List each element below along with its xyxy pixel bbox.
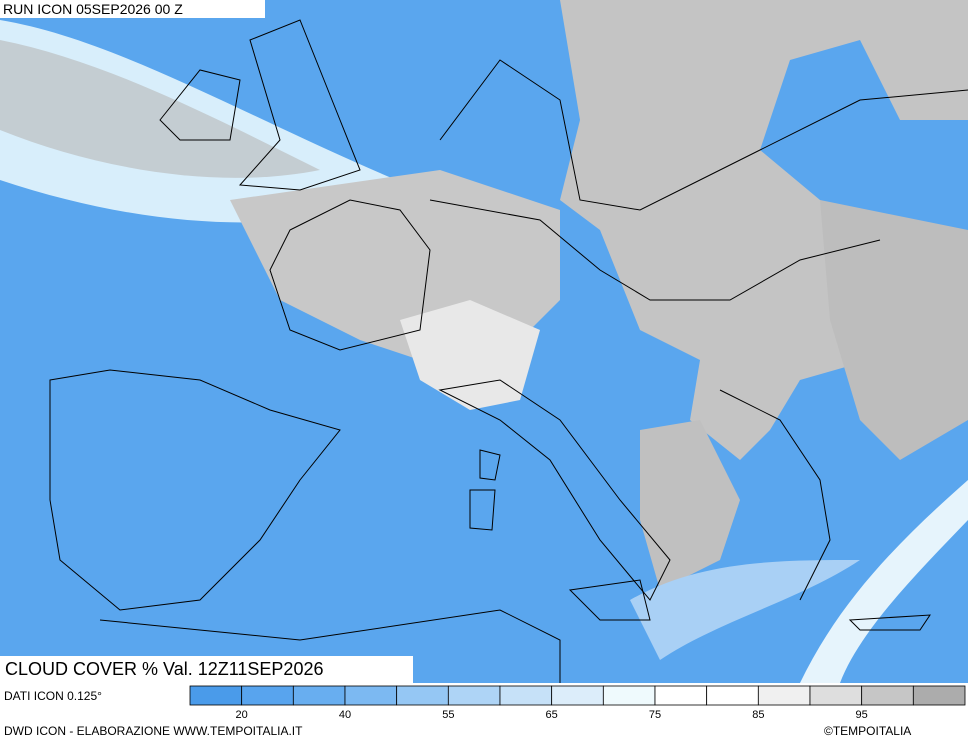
legend-label: 40 <box>339 709 351 721</box>
legend-swatch <box>809 685 863 706</box>
legend-label: 85 <box>752 709 764 721</box>
cloud-area <box>330 0 968 460</box>
legend-swatch <box>757 685 811 706</box>
cloud-area <box>640 420 740 590</box>
legend-swatch <box>396 685 449 706</box>
legend-swatch <box>344 685 398 706</box>
legend-label: 65 <box>546 709 558 721</box>
legend-swatch <box>912 685 966 706</box>
legend-swatch <box>292 685 346 706</box>
legend-swatch <box>189 685 243 706</box>
coastlines <box>49 19 968 683</box>
legend-label: 55 <box>442 709 454 721</box>
cloud-area <box>400 300 540 410</box>
credit: DWD ICON - ELABORAZIONE WWW.TEMPOITALIA.… <box>4 724 303 738</box>
cloud-area <box>630 560 860 660</box>
legend-swatch <box>499 685 553 706</box>
legend-label: 75 <box>649 709 661 721</box>
legend-label: 95 <box>856 709 868 721</box>
legend-swatch <box>654 685 708 706</box>
data-source: DATI ICON 0.125° <box>4 689 102 703</box>
legend-swatch <box>241 685 294 706</box>
legend-swatch <box>447 685 501 706</box>
cloud-area <box>820 200 968 460</box>
run-label: RUN ICON 05SEP2026 00 Z <box>0 0 265 18</box>
legend-swatch <box>861 685 914 706</box>
legend-label: 20 <box>236 709 248 721</box>
variable-label: CLOUD COVER % Val. 12Z11SEP2026 <box>0 656 413 683</box>
legend-swatch <box>551 685 604 706</box>
copyright: ©TEMPOITALIA <box>824 724 912 738</box>
cloud-area <box>0 40 320 178</box>
cloud-area <box>800 480 968 683</box>
legend-swatch <box>706 685 759 706</box>
legend-swatch <box>602 685 656 706</box>
